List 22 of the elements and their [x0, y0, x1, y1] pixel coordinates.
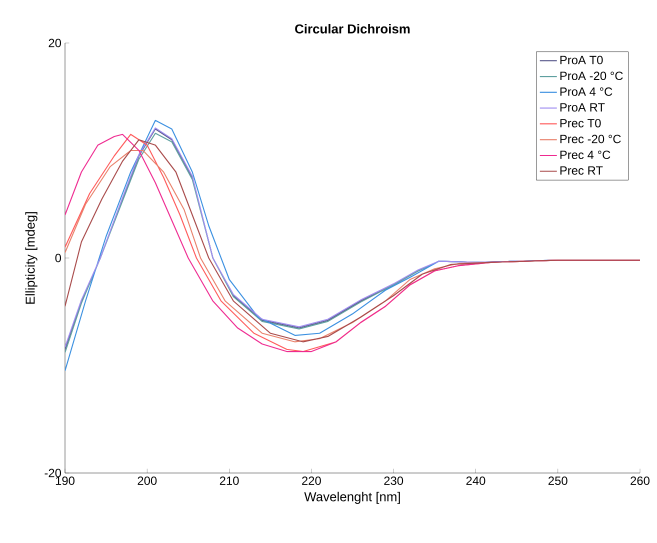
x-tick-label: 220: [302, 476, 321, 485]
x-tick-label: 200: [138, 476, 157, 485]
legend-label: Prec T0: [560, 118, 601, 128]
legend-label: ProA -20 °C: [560, 72, 623, 80]
x-tick-label: 240: [466, 476, 486, 485]
legend-label: ProA 4 °C: [560, 87, 612, 96]
y-axis-title: Ellipticity [mdeg]: [25, 212, 38, 304]
x-tick-label: 250: [548, 476, 568, 485]
x-tick-label: 210: [220, 476, 239, 485]
y-tick-label: 20: [48, 38, 62, 48]
x-axis-title: Wavelenght [nm]: [304, 492, 400, 504]
legend-label: ProA RT: [560, 103, 605, 112]
legend-label: Prec RT: [560, 166, 603, 175]
x-tick-label: 230: [384, 476, 404, 485]
y-tick-label: -20: [44, 468, 62, 478]
x-tick-label: 260: [630, 476, 650, 485]
legend-label: Prec -20 °C: [560, 134, 621, 144]
y-tick-label: 0: [55, 254, 62, 262]
legend-label: ProA T0: [560, 56, 603, 64]
chart-title: Circular Dichroism: [295, 24, 410, 34]
x-tick-label: 190: [56, 476, 75, 485]
legend-label: Prec 4 °C: [560, 150, 610, 160]
